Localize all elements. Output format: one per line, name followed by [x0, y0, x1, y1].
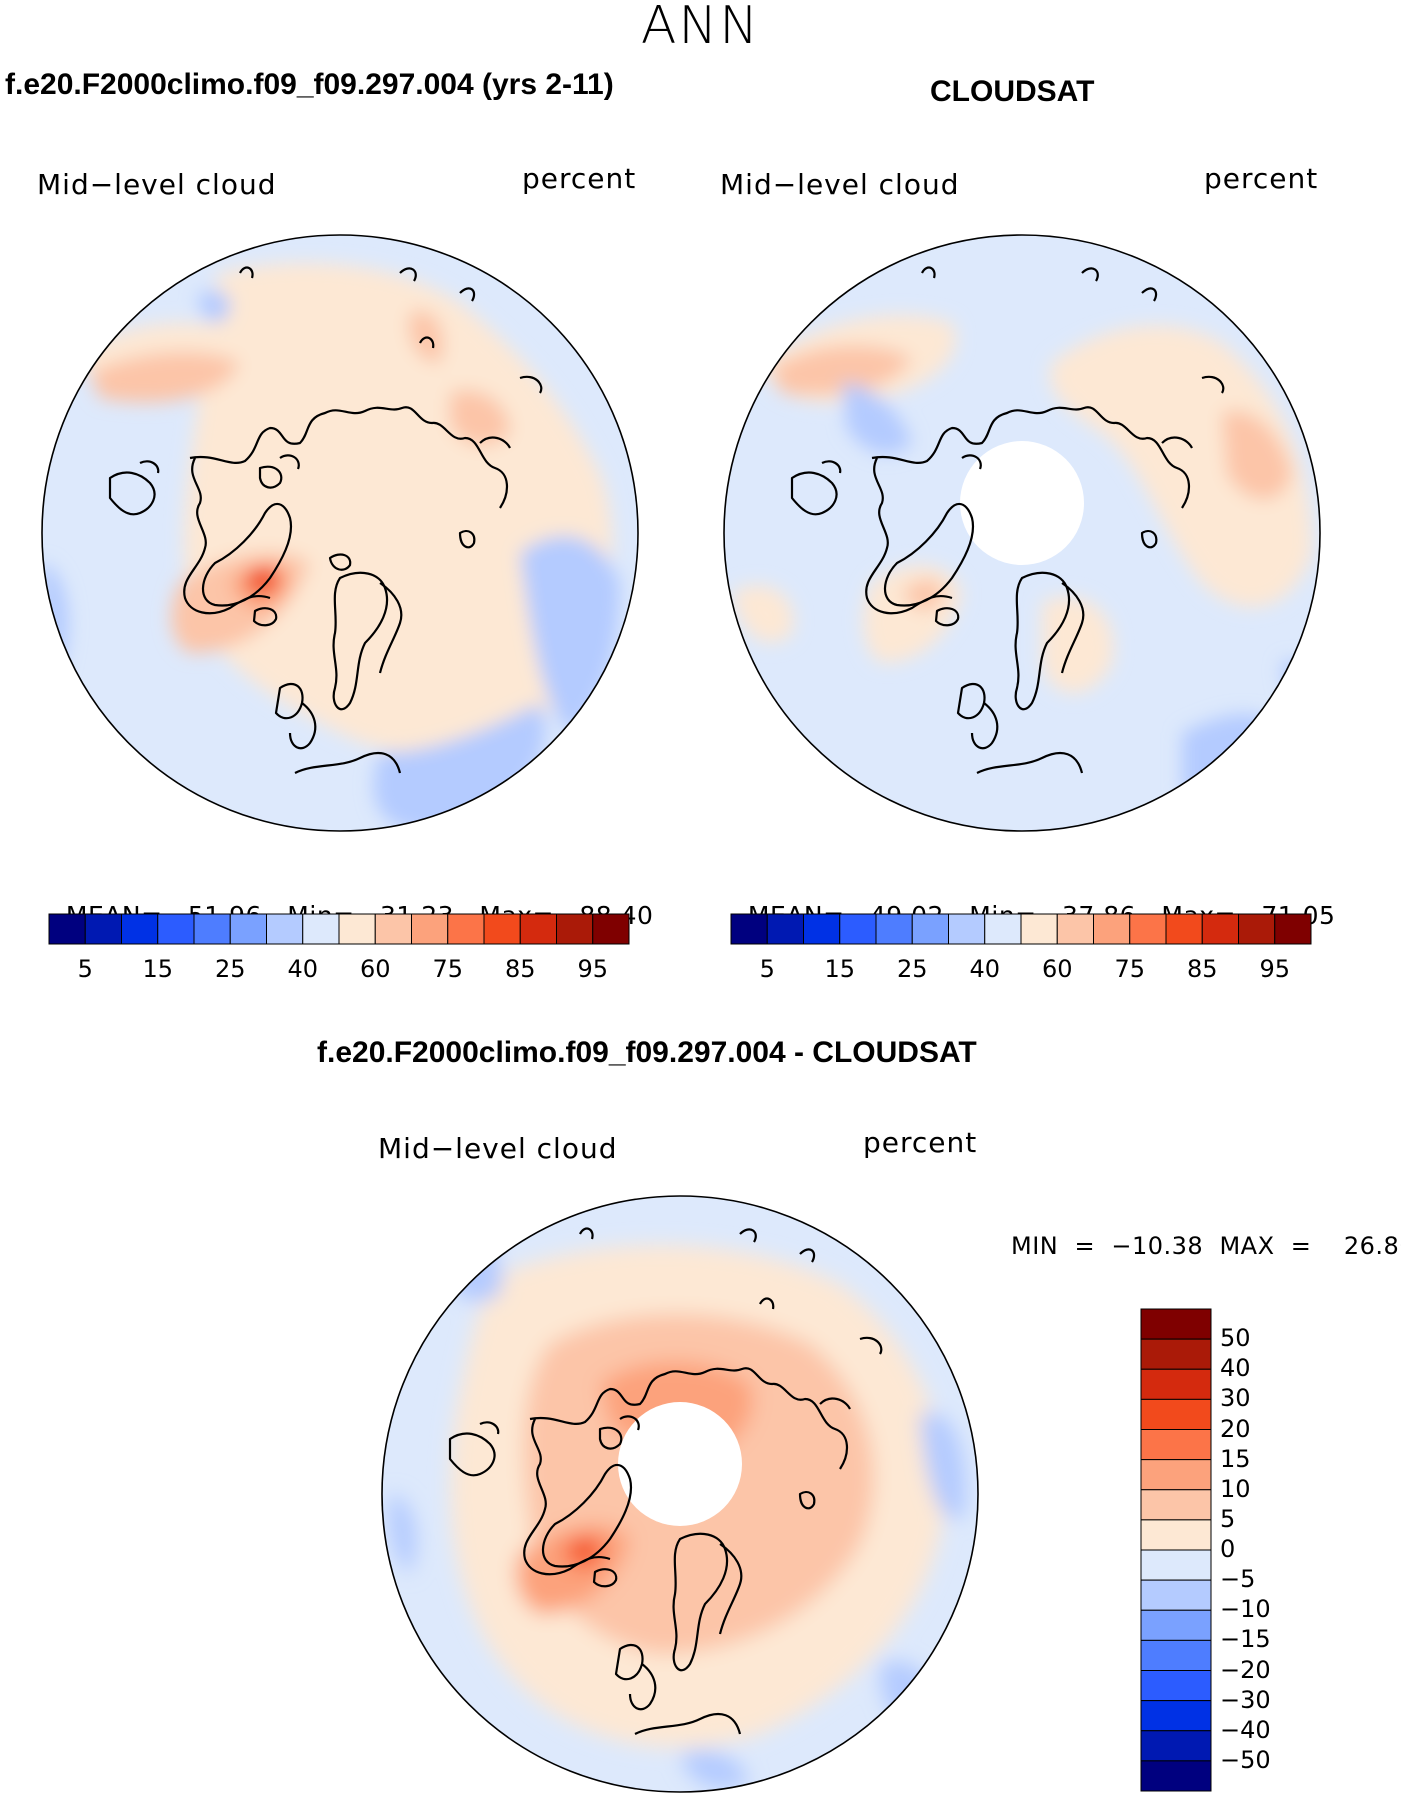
diff-colorbar-swatch [1140, 1579, 1212, 1611]
diff-units: percent [863, 1126, 978, 1159]
panel-1-colorbar-tick-label: 75 [432, 955, 464, 983]
panel-1-colorbar-swatch [338, 913, 376, 945]
panel-1-colorbar-swatch [411, 913, 449, 945]
diff-colorbar-swatch [1140, 1700, 1212, 1732]
diff-colorbar-swatch [1140, 1368, 1212, 1400]
panel-1-colorbar-tick-label: 85 [504, 955, 536, 983]
panel-1-colorbar-swatch [592, 913, 630, 945]
panel-1-colorbar-tick-label: 25 [214, 955, 246, 983]
panel-1-colorbar-swatch [229, 913, 267, 945]
diff-colorbar-swatch [1140, 1760, 1212, 1792]
panel-1-title: f.e20.F2000climo.f09_f09.297.004 (yrs 2-… [5, 68, 614, 101]
panel-2-colorbar-swatch [1093, 913, 1131, 945]
panel-2-colorbar-tick-label: 15 [824, 955, 856, 983]
panel-2-colorbar-tick-label: 25 [896, 955, 928, 983]
panel-1-colorbar-swatch [519, 913, 557, 945]
diff-colorbar-swatch [1140, 1670, 1212, 1702]
panel-1-colorbar-tick-label: 5 [77, 955, 93, 983]
panel-1-colorbar-swatch [266, 913, 304, 945]
panel-1-colorbar-swatch [483, 913, 521, 945]
panel-1-colorbar-swatch [84, 913, 122, 945]
panel-2-colorbar-swatch [1165, 913, 1203, 945]
panel-1-colorbar-swatch [193, 913, 231, 945]
panel-1-colorbar-swatch [556, 913, 594, 945]
panel-1-colorbar-swatch [374, 913, 412, 945]
diff-colorbar-tick-label: −40 [1220, 1715, 1271, 1744]
panel-2-colorbar [730, 913, 1312, 945]
panel-2-map [723, 234, 1321, 832]
panel-2-colorbar-tick-label: 75 [1114, 955, 1146, 983]
panel-1-colorbar-swatch [157, 913, 195, 945]
panel-2-colorbar-swatch [911, 913, 949, 945]
diff-variable: Mid−level cloud [378, 1132, 618, 1165]
diff-colorbar-swatch [1140, 1730, 1212, 1762]
panel-2-colorbar-swatch [803, 913, 841, 945]
diff-colorbar-swatch [1140, 1429, 1212, 1461]
panel-2-colorbar-tick-label: 40 [969, 955, 1001, 983]
diff-colorbar-swatch [1140, 1308, 1212, 1340]
diff-colorbar-swatch [1140, 1609, 1212, 1641]
diff-colorbar-tick-label: 20 [1220, 1414, 1251, 1443]
panel-2-colorbar-swatch [1020, 913, 1058, 945]
panel-2-colorbar-ticks: 5 15 25 40 60 75 85 95 [731, 955, 1311, 985]
panel-2-colorbar-tick-label: 95 [1259, 955, 1291, 983]
diff-title: f.e20.F2000climo.f09_f09.297.004 - CLOUD… [317, 1036, 977, 1069]
diff-colorbar-swatch [1140, 1519, 1212, 1551]
panel-2-colorbar-swatch [948, 913, 986, 945]
panel-2-colorbar-swatch [1056, 913, 1094, 945]
panel-2-colorbar-swatch [1238, 913, 1276, 945]
diff-colorbar-swatch [1140, 1338, 1212, 1370]
diff-colorbar-tick-label: −15 [1220, 1625, 1271, 1654]
diff-colorbar-tick-label: 15 [1220, 1444, 1251, 1473]
panel-2-colorbar-tick-label: 60 [1041, 955, 1073, 983]
panel-1-colorbar-ticks: 5 15 25 40 60 75 85 95 [49, 955, 629, 985]
panel-2-colorbar-tick-label: 5 [759, 955, 775, 983]
panel-1-variable: Mid−level cloud [37, 168, 277, 201]
panel-2-colorbar-swatch [766, 913, 804, 945]
panel-1-colorbar-swatch [121, 913, 159, 945]
panel-1-colorbar-swatch [48, 913, 86, 945]
panel-1-map [41, 234, 639, 832]
panel-2-title: CLOUDSAT [930, 75, 1095, 108]
panel-1-colorbar-tick-label: 95 [577, 955, 609, 983]
diff-minmax: MIN = −10.38 MAX = 26.80 [1011, 1232, 1401, 1260]
diff-colorbar-swatch [1140, 1549, 1212, 1581]
panel-2-colorbar-swatch [1129, 913, 1167, 945]
panel-2-colorbar-swatch [730, 913, 768, 945]
panel-2-colorbar-swatch [875, 913, 913, 945]
panel-2-colorbar-swatch [1201, 913, 1239, 945]
panel-1-colorbar-tick-label: 60 [359, 955, 391, 983]
diff-colorbar-tick-label: 40 [1220, 1354, 1251, 1383]
diff-colorbar-tick-label: −10 [1220, 1595, 1271, 1624]
diff-colorbar-tick-label: −50 [1220, 1745, 1271, 1774]
panel-2-colorbar-swatch [839, 913, 877, 945]
panel-2-colorbar-swatch [984, 913, 1022, 945]
panel-1-colorbar-swatch [302, 913, 340, 945]
panel-2-colorbar-tick-label: 85 [1186, 955, 1218, 983]
diff-colorbar-tick-label: 30 [1220, 1384, 1251, 1413]
panel-2-units: percent [1204, 162, 1319, 195]
diff-map [381, 1195, 979, 1793]
diff-colorbar [1140, 1308, 1212, 1792]
panel-1-colorbar-swatch [447, 913, 485, 945]
diff-colorbar-swatch [1140, 1398, 1212, 1430]
season-title: ANN [640, 0, 761, 56]
panel-2-colorbar-swatch [1274, 913, 1312, 945]
diff-colorbar-tick-label: −20 [1220, 1655, 1271, 1684]
diff-colorbar-ticks: 50 40 30 20 15 10 5 0 −5 −10 −15 −20 −30 −40 −50 [1220, 1309, 1310, 1791]
diff-colorbar-tick-label: −5 [1220, 1565, 1256, 1594]
diff-colorbar-tick-label: −30 [1220, 1685, 1271, 1714]
diff-colorbar-swatch [1140, 1489, 1212, 1521]
panel-1-colorbar-tick-label: 15 [142, 955, 174, 983]
panel-1-colorbar [48, 913, 630, 945]
diff-colorbar-tick-label: 0 [1220, 1535, 1236, 1563]
diff-colorbar-swatch [1140, 1459, 1212, 1491]
diff-colorbar-tick-label: 10 [1220, 1474, 1251, 1503]
panel-1-units: percent [522, 162, 637, 195]
diff-colorbar-swatch [1140, 1639, 1212, 1671]
diff-colorbar-tick-label: 50 [1220, 1324, 1251, 1353]
panel-2-variable: Mid−level cloud [720, 168, 960, 201]
panel-1-colorbar-tick-label: 40 [287, 955, 319, 983]
diff-colorbar-tick-label: 5 [1220, 1504, 1236, 1533]
